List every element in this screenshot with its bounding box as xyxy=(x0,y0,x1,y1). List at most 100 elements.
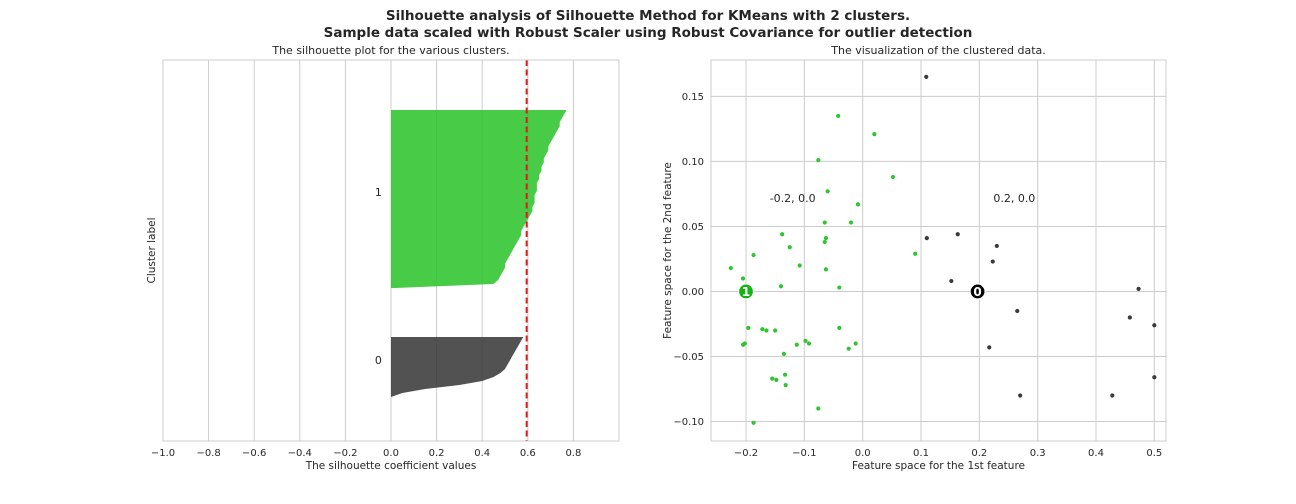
data-point-cluster-1 xyxy=(837,325,842,330)
data-point-cluster-0 xyxy=(924,74,929,80)
y-axis-label: Cluster label xyxy=(146,218,158,284)
data-point-cluster-0 xyxy=(924,236,929,241)
x-tick-label: −0.8 xyxy=(196,448,220,459)
data-point-cluster-0 xyxy=(990,259,995,264)
data-point-cluster-1 xyxy=(783,382,788,388)
data-point-cluster-1 xyxy=(806,341,812,346)
cluster-label: 1 xyxy=(375,186,382,199)
data-point-cluster-1 xyxy=(728,265,733,271)
x-tick-label: −0.2 xyxy=(333,448,357,459)
data-point-cluster-0 xyxy=(949,278,954,284)
data-point-cluster-1 xyxy=(836,113,841,119)
data-point-cluster-1 xyxy=(913,251,918,256)
data-point-cluster-1 xyxy=(803,338,808,343)
data-point-cluster-1 xyxy=(751,252,756,258)
x-tick-label: 0.1 xyxy=(913,448,929,459)
data-point-cluster-1 xyxy=(822,220,827,225)
data-point-cluster-1 xyxy=(778,284,784,289)
data-point-cluster-1 xyxy=(782,372,788,377)
data-point-cluster-1 xyxy=(740,342,746,347)
cluster-label: 0 xyxy=(375,354,382,367)
data-point-cluster-0 xyxy=(1152,375,1157,380)
data-point-cluster-1 xyxy=(797,263,802,268)
x-tick-label: 0.3 xyxy=(1030,448,1046,459)
data-point-cluster-0 xyxy=(1015,308,1020,314)
data-point-cluster-1 xyxy=(760,327,765,332)
x-tick-label: −0.4 xyxy=(288,448,312,459)
plot-area xyxy=(711,60,1166,441)
data-point-cluster-1 xyxy=(846,346,851,351)
silhouette-cluster-0 xyxy=(391,337,524,397)
data-point-cluster-1 xyxy=(848,220,854,225)
x-tick-label: 0.8 xyxy=(565,448,581,459)
x-tick-label: 0.0 xyxy=(855,448,871,459)
cluster-scatter-plot: −0.2 −0.1 0.0 0.1 0.2 0.3 0.4 0.5 −0.10 −0.05 0.00… xyxy=(662,44,1167,472)
data-point-cluster-1 xyxy=(774,377,779,382)
data-point-cluster-0 xyxy=(1152,323,1157,328)
x-tick-label: 0.4 xyxy=(1088,448,1104,459)
data-point-cluster-1 xyxy=(740,276,746,281)
x-axis-label: Feature space for the 1st feature xyxy=(852,460,1025,472)
data-point-cluster-1 xyxy=(751,420,756,425)
silhouette-plot-title: The silhouette plot for the various clus… xyxy=(271,44,509,57)
y-tick-label: −0.05 xyxy=(673,352,704,363)
region-annotation: -0.2, 0.0 xyxy=(770,192,816,205)
data-point-cluster-0 xyxy=(1110,393,1115,398)
data-point-cluster-1 xyxy=(764,328,769,333)
axes-frame xyxy=(162,59,620,442)
data-point-cluster-0 xyxy=(1136,286,1141,291)
data-point-cluster-1 xyxy=(816,158,821,163)
data-point-cluster-1 xyxy=(872,132,877,137)
figure-title-line-2: Sample data scaled with Robust Scaler us… xyxy=(323,25,973,41)
y-axis-label: Feature space for the 2nd feature xyxy=(662,162,674,339)
y-tick-label: 0.15 xyxy=(682,92,704,103)
y-tick-label: 0.10 xyxy=(682,157,704,168)
silhouette-cluster-1 xyxy=(391,110,567,288)
data-point-cluster-0 xyxy=(955,232,960,237)
x-tick-label: 0.6 xyxy=(520,448,536,459)
cluster-center-label: 1 xyxy=(742,285,750,299)
scatter-plot-title: The visualization of the clustered data. xyxy=(830,44,1046,57)
y-tick-label: 0.05 xyxy=(682,222,704,233)
data-point-cluster-0 xyxy=(1018,393,1023,398)
cluster-center-label: 0 xyxy=(973,285,981,299)
figure-title: Silhouette analysis of Silhouette Method… xyxy=(0,8,1296,42)
data-point-cluster-1 xyxy=(837,285,842,290)
x-tick-label: −0.6 xyxy=(242,448,266,459)
data-point-cluster-0 xyxy=(994,243,999,249)
data-point-cluster-1 xyxy=(781,351,787,356)
data-point-cluster-1 xyxy=(853,341,858,346)
axes-frame xyxy=(710,59,1167,442)
x-tick-label: 0.2 xyxy=(429,448,445,459)
data-point-cluster-1 xyxy=(773,328,778,333)
x-tick-label: 0.2 xyxy=(971,448,987,459)
data-point-cluster-1 xyxy=(825,189,830,194)
cluster-center-marker xyxy=(969,283,986,300)
data-point-cluster-1 xyxy=(794,342,799,347)
x-tick-label: 0.5 xyxy=(1146,448,1162,459)
data-point-cluster-0 xyxy=(1127,315,1132,320)
x-tick-label: −0.2 xyxy=(734,448,758,459)
data-point-cluster-0 xyxy=(987,345,992,350)
data-point-cluster-1 xyxy=(890,174,896,180)
data-point-cluster-1 xyxy=(816,406,821,411)
data-point-cluster-1 xyxy=(855,202,861,207)
data-point-cluster-1 xyxy=(823,267,829,272)
cluster-center-marker xyxy=(737,283,755,300)
y-tick-label: 0.00 xyxy=(682,287,704,298)
x-tick-label: −1.0 xyxy=(151,448,175,459)
x-axis-label: The silhouette coefficient values xyxy=(305,460,477,472)
x-tick-label: 0.0 xyxy=(383,448,399,459)
data-point-cluster-1 xyxy=(823,236,829,241)
x-tick-label: 0.4 xyxy=(474,448,490,459)
data-point-cluster-1 xyxy=(746,325,751,330)
data-point-cluster-1 xyxy=(822,239,827,245)
x-tick-label: −0.1 xyxy=(792,448,816,459)
region-annotation: 0.2, 0.0 xyxy=(993,192,1035,205)
y-tick-label: −0.10 xyxy=(673,417,704,428)
data-point-cluster-1 xyxy=(770,376,775,381)
silhouette-plot: −1.0 −0.8 −0.6 −0.4 −0.2 0.0 0.2 0.4 0.6 0.8 0 1 The… xyxy=(146,44,620,472)
data-point-cluster-1 xyxy=(780,232,785,237)
figure-title-line-1: Silhouette analysis of Silhouette Method… xyxy=(385,8,911,24)
